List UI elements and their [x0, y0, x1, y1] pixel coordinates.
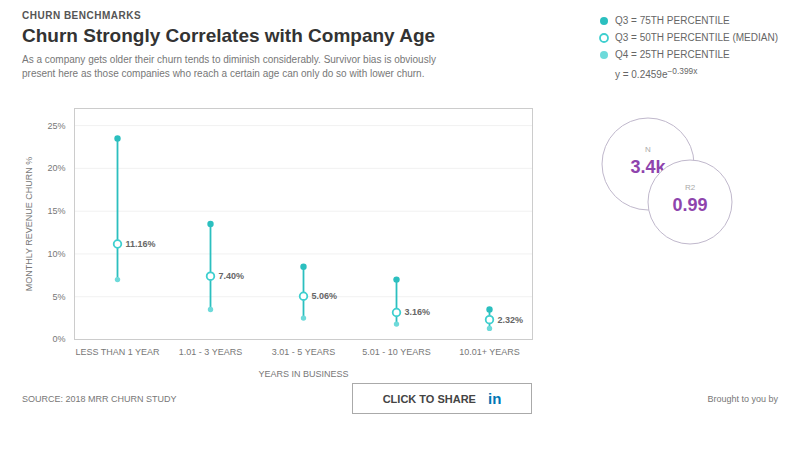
svg-text:5.01 - 10 YEARS: 5.01 - 10 YEARS — [362, 347, 430, 357]
svg-text:2.32%: 2.32% — [498, 315, 524, 325]
svg-text:3.16%: 3.16% — [405, 307, 431, 317]
svg-text:5%: 5% — [52, 292, 65, 302]
html-text:in: in — [488, 390, 502, 407]
svg-text:R2: R2 — [685, 183, 696, 192]
html-text:Q4 = 25TH PERCENTILE: Q4 = 25TH PERCENTILE — [614, 49, 730, 60]
html-text:SOURCE: 2018 MRR CHURN STUDY: SOURCE: 2018 MRR CHURN STUDY — [22, 393, 177, 404]
html-text:y = 0.2459e−0.399x: y = 0.2459e−0.399x — [614, 66, 698, 81]
svg-text:YEARS IN BUSINESS: YEARS IN BUSINESS — [258, 369, 348, 379]
svg-text:10.01+ YEARS: 10.01+ YEARS — [459, 347, 520, 357]
html-text:As a company gets older their: As a company gets older their churn tend… — [22, 54, 436, 79]
svg-text:5.06%: 5.06% — [312, 291, 338, 301]
svg-text:11.16%: 11.16% — [126, 239, 156, 249]
html-text:Churn Strongly Correlates with: Churn Strongly Correlates with Company A… — [22, 25, 436, 46]
html-text:Q3 = 50TH PERCENTILE (MEDIAN): Q3 = 50TH PERCENTILE (MEDIAN) — [614, 32, 778, 43]
svg-text:25%: 25% — [47, 120, 65, 130]
svg-text:0%: 0% — [52, 334, 65, 344]
svg-text:10%: 10% — [47, 249, 65, 259]
svg-text:MONTHLY REVENUE CHURN %: MONTHLY REVENUE CHURN % — [24, 157, 34, 292]
svg-text:LESS THAN 1 YEAR: LESS THAN 1 YEAR — [75, 347, 160, 357]
html-text:CLICK TO SHARE: CLICK TO SHARE — [382, 392, 476, 405]
svg-text:N: N — [645, 145, 651, 154]
svg-text:7.40%: 7.40% — [219, 271, 245, 281]
html-text:CHURN BENCHMARKS: CHURN BENCHMARKS — [22, 10, 142, 21]
html-text:Brought to you by: Brought to you by — [707, 393, 778, 404]
svg-text:3.01 - 5 YEARS: 3.01 - 5 YEARS — [272, 347, 335, 357]
html-text:Q3 = 75TH PERCENTILE: Q3 = 75TH PERCENTILE — [614, 15, 730, 26]
svg-text:20%: 20% — [47, 163, 65, 173]
svg-text:15%: 15% — [47, 206, 65, 216]
svg-text:3.4k: 3.4k — [630, 157, 666, 177]
svg-text:1.01 - 3 YEARS: 1.01 - 3 YEARS — [179, 347, 242, 357]
svg-text:0.99: 0.99 — [672, 195, 707, 215]
